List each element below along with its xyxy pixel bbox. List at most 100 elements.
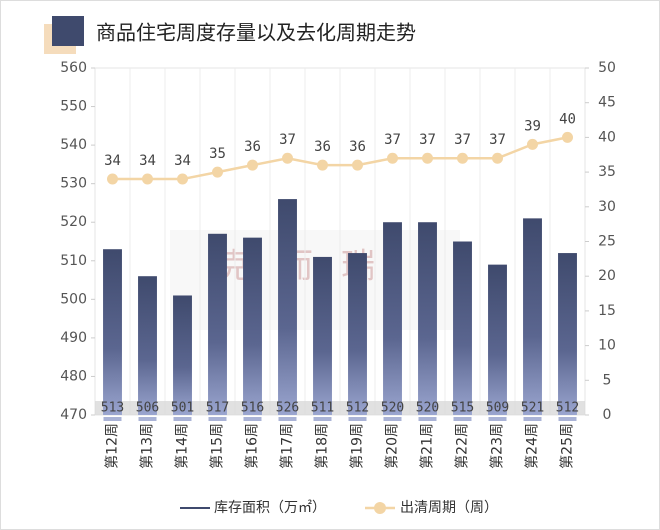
x-tick-label: 第15周 <box>209 423 226 469</box>
bar <box>383 222 402 415</box>
line-label: 34 <box>139 153 156 169</box>
tick-deco <box>208 417 227 421</box>
line-label: 34 <box>104 153 121 169</box>
line-point <box>457 152 468 164</box>
line-label: 40 <box>559 111 576 127</box>
bar-label: 517 <box>206 401 229 416</box>
line-label: 37 <box>279 132 296 148</box>
tick-deco <box>418 417 437 421</box>
x-tick-label: 第16周 <box>244 423 261 469</box>
bar <box>103 249 122 415</box>
tick-deco <box>313 417 332 421</box>
y2-tick-label: 35 <box>598 164 616 180</box>
y2-tick-label: 10 <box>598 338 616 354</box>
bar-label: 520 <box>381 401 404 416</box>
x-tick-label: 第13周 <box>139 423 156 469</box>
line-point <box>247 159 258 171</box>
tick-deco <box>383 417 402 421</box>
y2-tick-label: 0 <box>603 407 612 423</box>
line-label: 35 <box>209 146 226 162</box>
y-tick-label: 500 <box>60 291 87 307</box>
line-label: 37 <box>454 132 471 148</box>
bar <box>278 199 297 415</box>
y2-tick-label: 45 <box>598 95 616 111</box>
y2-tick-label: 20 <box>598 268 616 284</box>
bar-label: 520 <box>416 401 439 416</box>
bar <box>173 295 192 415</box>
line-point <box>492 152 503 164</box>
x-tick-label: 第17周 <box>279 423 296 469</box>
line-point <box>562 131 573 143</box>
bar <box>313 256 332 415</box>
tick-deco <box>453 417 472 421</box>
x-tick-label: 第21周 <box>419 423 436 469</box>
title-icon <box>52 16 84 46</box>
tick-deco <box>138 417 157 421</box>
line-label: 37 <box>384 132 401 148</box>
y-tick-label: 540 <box>60 137 87 153</box>
x-tick-label: 第24周 <box>524 423 541 469</box>
chart-title: 商品住宅周度存量以及去化周期走势 <box>96 21 416 45</box>
bar-label: 526 <box>276 401 299 416</box>
y2-tick-label: 5 <box>603 372 612 388</box>
line-label: 34 <box>174 153 191 169</box>
legend-marker <box>374 502 386 514</box>
bar <box>208 233 227 415</box>
line-label: 37 <box>489 132 506 148</box>
line-point <box>142 173 153 185</box>
bar <box>138 276 157 415</box>
tick-deco <box>173 417 192 421</box>
bar-label: 512 <box>556 401 579 416</box>
tick-deco <box>523 417 542 421</box>
bar <box>558 253 577 415</box>
bar-label: 516 <box>241 401 264 416</box>
line-point <box>317 159 328 171</box>
tick-deco <box>348 417 367 421</box>
x-tick-label: 第20周 <box>384 423 401 469</box>
line-point <box>107 173 118 185</box>
y-tick-label: 520 <box>60 214 87 230</box>
y2-tick-label: 50 <box>598 60 616 76</box>
line-point <box>527 138 538 150</box>
line-label: 39 <box>524 118 541 134</box>
tick-deco <box>103 417 122 421</box>
line-label: 36 <box>244 139 261 155</box>
label-band <box>95 401 585 415</box>
bar-label: 513 <box>101 401 124 416</box>
bar <box>348 253 367 415</box>
bar <box>523 218 542 415</box>
bar-label: 512 <box>346 401 369 416</box>
bar-label: 509 <box>486 401 509 416</box>
bar-label: 515 <box>451 401 474 416</box>
x-tick-label: 第22周 <box>454 423 471 469</box>
bar-label: 511 <box>311 401 334 416</box>
x-tick-label: 第19周 <box>349 423 366 469</box>
y2-tick-label: 30 <box>598 199 616 215</box>
line-point <box>387 152 398 164</box>
line-point <box>352 159 363 171</box>
line-label: 36 <box>314 139 331 155</box>
x-tick-label: 第12周 <box>104 423 121 469</box>
line-point <box>212 166 223 178</box>
line-label: 36 <box>349 139 366 155</box>
legend-label: 出清周期（周） <box>400 500 498 516</box>
y-tick-label: 470 <box>60 407 87 423</box>
bar-label: 506 <box>136 401 159 416</box>
tick-deco <box>558 417 577 421</box>
y-tick-label: 560 <box>60 60 87 76</box>
y2-tick-label: 15 <box>598 303 616 319</box>
legend-label: 库存面积（万㎡） <box>214 500 326 516</box>
y2-tick-label: 40 <box>598 129 616 145</box>
x-tick-label: 第18周 <box>314 423 331 469</box>
bar <box>453 241 472 415</box>
tick-deco <box>488 417 507 421</box>
y-tick-label: 510 <box>60 253 87 269</box>
x-tick-label: 第23周 <box>489 423 506 469</box>
y-tick-label: 490 <box>60 330 87 346</box>
y-tick-label: 550 <box>60 99 87 115</box>
tick-deco <box>243 417 262 421</box>
bar <box>243 237 262 415</box>
y-tick-label: 530 <box>60 176 87 192</box>
line-point <box>177 173 188 185</box>
